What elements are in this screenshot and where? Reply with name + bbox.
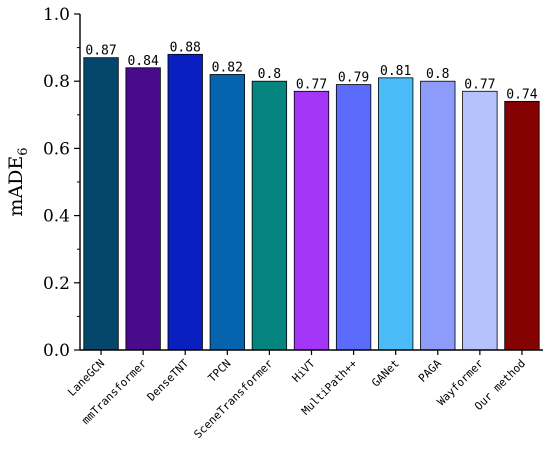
data-label-6: 0.77 bbox=[296, 77, 327, 92]
data-label-5: 0.8 bbox=[258, 67, 281, 82]
data-label-4: 0.82 bbox=[212, 60, 243, 75]
bar-4 bbox=[209, 74, 245, 351]
bar-11 bbox=[504, 100, 540, 351]
data-label-9: 0.8 bbox=[426, 67, 449, 82]
bar-8 bbox=[378, 77, 414, 351]
bars-layer: 0.87 0.84 0.88 0.82 0.8 0.77 0.79 0.81 0.8 0.77 0.… bbox=[83, 40, 540, 351]
x-tick-label-6: HiVT bbox=[290, 357, 318, 385]
x-tick-label-1: LaneGCN bbox=[65, 357, 107, 399]
bar-9 bbox=[420, 80, 456, 351]
y-axis-label-subscript: 6 bbox=[16, 147, 31, 155]
y-tick-label-3: 0.4 bbox=[43, 207, 70, 227]
x-tick-label-9: PAGA bbox=[416, 357, 444, 385]
bar-6 bbox=[293, 90, 330, 351]
x-tick-label-8: GANet bbox=[369, 357, 402, 390]
bar-10 bbox=[462, 90, 498, 351]
data-label-1: 0.87 bbox=[85, 44, 116, 59]
y-tick-label-6: 1.0 bbox=[43, 5, 70, 25]
data-label-8: 0.81 bbox=[380, 64, 411, 79]
y-tick-label-2: 0.2 bbox=[43, 274, 70, 294]
y-axis-label-main: mADE bbox=[5, 156, 27, 217]
x-tick-label-4: TPCN bbox=[206, 357, 234, 385]
x-tick-label-3: DenseTNT bbox=[145, 357, 192, 404]
bar-7 bbox=[335, 84, 372, 351]
bar-3 bbox=[167, 53, 203, 351]
data-label-7: 0.79 bbox=[338, 71, 369, 86]
bar-1 bbox=[83, 57, 119, 351]
data-label-11: 0.74 bbox=[506, 87, 537, 102]
bar-2 bbox=[125, 67, 161, 351]
x-tick-label-5: SceneTransformer bbox=[191, 357, 275, 441]
bar-5 bbox=[251, 80, 288, 351]
y-tick-label-1: 0.0 bbox=[43, 341, 70, 361]
data-label-10: 0.77 bbox=[464, 77, 495, 92]
y-axis-label: mADE6 bbox=[5, 147, 31, 216]
y-tick-label-4: 0.6 bbox=[43, 139, 70, 159]
data-label-2: 0.84 bbox=[127, 54, 158, 69]
data-label-3: 0.88 bbox=[170, 40, 201, 55]
y-tick-label-5: 0.8 bbox=[43, 72, 70, 92]
